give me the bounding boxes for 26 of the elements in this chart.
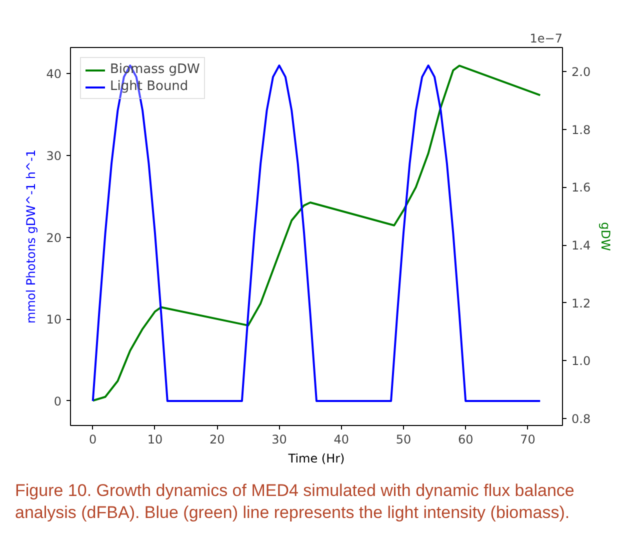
y-tick-label: 20 (46, 230, 62, 245)
y2-tick-label: 0.8 (572, 412, 591, 426)
y-tick-label: 30 (46, 149, 62, 163)
x-tick-label: 70 (520, 432, 536, 446)
y2-axis-title: gDW (598, 222, 613, 251)
y-tick-label: 40 (46, 67, 62, 82)
line-series (92, 64, 542, 402)
x-tick-label: 60 (458, 432, 474, 446)
x-axis-title: Time (Hr) (287, 452, 345, 466)
y-axis-title: mmol Photons gDW^-1 h^-1 (24, 150, 38, 324)
x-tick-label: 40 (334, 432, 349, 446)
x-tick-label: 0 (89, 432, 97, 446)
y2-tick-label: 1.2 (572, 296, 591, 310)
y-tick-label: 0 (54, 394, 62, 408)
x-tick-label: 20 (209, 432, 225, 446)
y2-tick-label: 1.4 (572, 238, 591, 253)
x-tick-label: 10 (147, 432, 163, 446)
text: 1e−7 (530, 32, 563, 46)
x-tick-label: 30 (272, 432, 287, 446)
caption: Figure 10. Growth dynamics of MED4 simulated with dynamic flux balance analysis (dFBA). Blue (green) line represents the light intensity (biomass). (15, 480, 576, 524)
y2-tick-label: 1.8 (572, 122, 591, 137)
x-tick-label: 50 (396, 432, 412, 446)
y2-tick-label: 2.0 (572, 65, 591, 80)
y2-tick-label: 1.6 (572, 180, 591, 195)
y2-tick-label: 1.0 (572, 354, 591, 368)
y-tick-label: 10 (46, 312, 62, 327)
